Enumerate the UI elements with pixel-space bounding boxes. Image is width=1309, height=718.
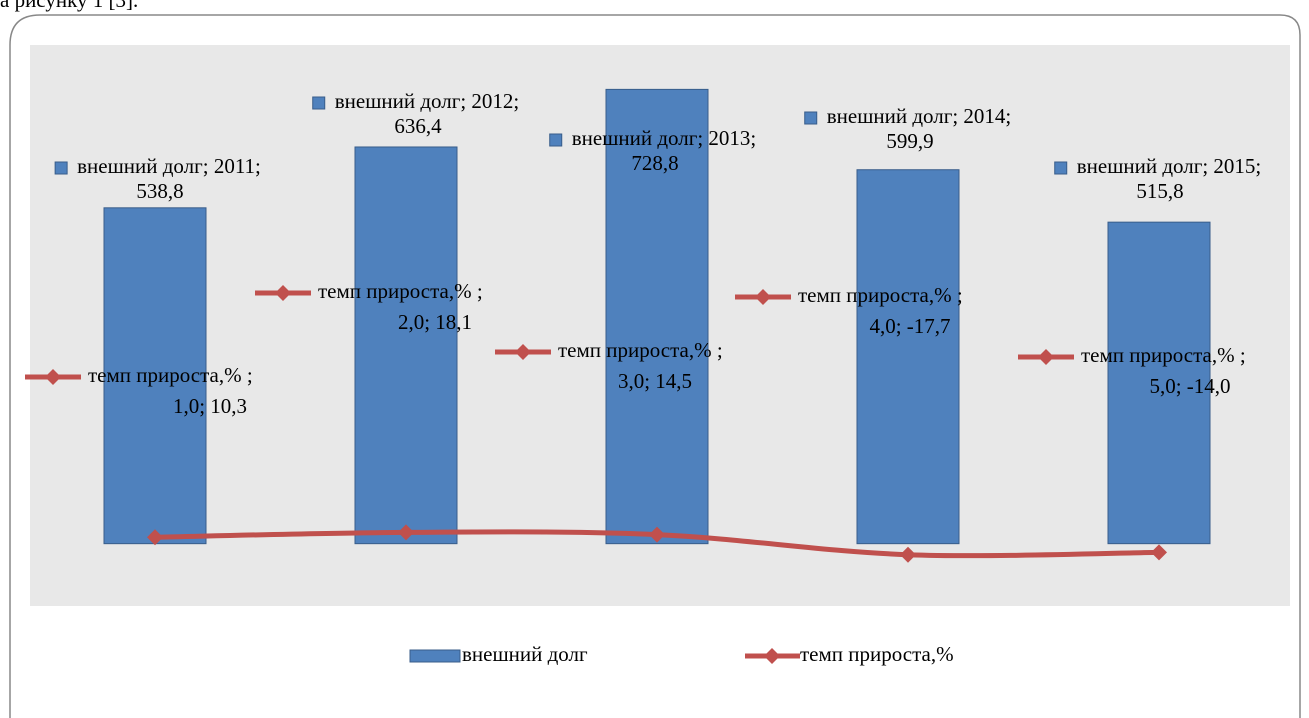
data-label-text: внешний долг; 2013; 728,8 [572,126,757,175]
data-label-line: 2,0; 18,1 [398,310,472,334]
data-label: темп прироста,% ; 3,0; 14,5 [495,338,723,393]
data-label: внешний долг; 2013; 728,8 [549,126,757,175]
data-label-line: 5,0; -14,0 [1149,374,1230,398]
data-label: внешний долг; 2014; 599,9 [804,104,1012,153]
data-label-text: внешний долг; 2015; 515,8 [1077,154,1262,203]
legend-key-marker [764,648,780,664]
data-label-key-marker [755,289,771,305]
data-label-key [312,96,326,110]
legend-key [409,649,461,663]
data-label: темп прироста,% ; 5,0; -14,0 [1018,343,1246,398]
data-label: внешний долг; 2011; 538,8 [54,154,261,203]
data-label-text: темп прироста,% ; 5,0; -14,0 [1081,343,1246,398]
data-label-text: внешний долг; 2014; 599,9 [827,104,1012,153]
legend-label: темп прироста,% [800,642,954,666]
line-marker [398,524,414,541]
data-label-key-marker [515,344,531,360]
data-label-line: 599,9 [886,129,933,153]
data-label-text: внешний долг; 2012; 636,4 [335,89,520,138]
data-label-key [54,161,68,175]
data-label-line: темп прироста,% ; [798,283,963,307]
data-label-text: внешний долг; 2011; 538,8 [77,154,261,203]
data-label-key-marker [1038,349,1054,365]
data-label-line: внешний долг; 2015; [1077,154,1262,178]
data-label-text: темп прироста,% ; 4,0; -17,7 [798,283,963,338]
data-label-text: темп прироста,% ; 2,0; 18,1 [318,279,483,334]
top-text: а рисунку 1 [3]. [0,0,138,12]
data-label-line: темп прироста,% ; [558,338,723,362]
bar [103,207,207,545]
data-label-line: внешний долг; 2013; [572,126,757,150]
bar [856,169,960,545]
bar [1107,221,1211,545]
line-marker [147,529,163,546]
data-label-line: 728,8 [631,151,678,175]
data-label: внешний долг; 2012; 636,4 [312,89,520,138]
line-marker [900,546,916,563]
data-label-line: 3,0; 14,5 [618,369,692,393]
data-label-line: 636,4 [394,114,442,138]
data-label-line: темп прироста,% ; [318,279,483,303]
data-label-line: внешний долг; 2014; [827,104,1012,128]
data-label-line: внешний долг; 2011; [77,154,261,178]
data-label-key-marker [45,369,61,385]
data-label-key [804,111,818,125]
line-marker [1151,544,1167,561]
data-label: темп прироста,% ; 2,0; 18,1 [255,279,483,334]
data-label-line: 515,8 [1136,179,1183,203]
data-label-line: 4,0; -17,7 [869,314,950,338]
data-label-line: темп прироста,% ; [88,363,253,387]
data-label-line: темп прироста,% ; [1081,343,1246,367]
data-label-line: 1,0; 10,3 [173,394,247,418]
data-label-text: темп прироста,% ; 3,0; 14,5 [558,338,723,393]
bar [605,88,709,545]
data-label-line: внешний долг; 2012; [335,89,520,113]
frame [9,14,1301,718]
data-label-line: 538,8 [136,179,183,203]
bar [354,146,458,545]
line-marker [649,526,665,543]
data-label-key [1054,161,1068,175]
data-label-key-marker [275,285,291,301]
data-label: темп прироста,% ; 4,0; -17,7 [735,283,963,338]
data-label-key [549,133,563,147]
data-label: темп прироста,% ; 1,0; 10,3 [25,363,253,418]
legend-label: внешний долг [462,642,588,666]
data-label: внешний долг; 2015; 515,8 [1054,154,1262,203]
data-label-text: темп прироста,% ; 1,0; 10,3 [88,363,253,418]
